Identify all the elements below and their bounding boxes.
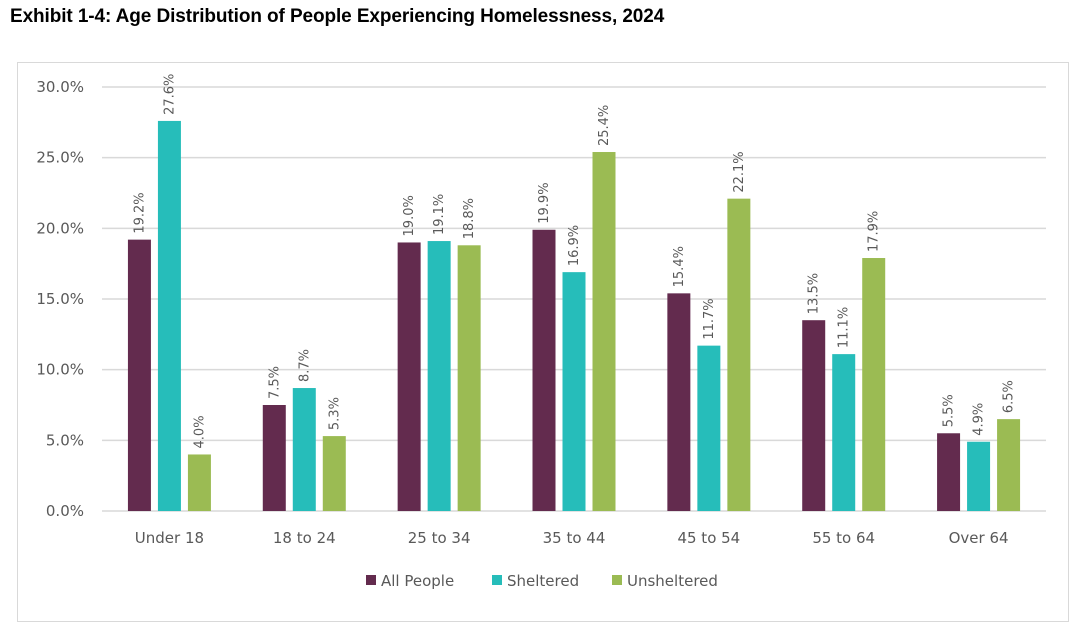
data-label: 18.8% — [462, 198, 477, 239]
data-label: 19.2% — [132, 192, 147, 233]
data-label: 22.1% — [732, 151, 747, 192]
bar — [427, 241, 451, 511]
y-tick-label: 20.0% — [36, 219, 84, 237]
data-labels: 19.2% 27.6% 4.0% 7.5% 8.7% 5.3% 19.0% 19.1% 18.8… — [132, 74, 1016, 449]
bar — [997, 419, 1021, 511]
x-tick-label: 18 to 24 — [273, 529, 336, 547]
legend-swatch — [366, 575, 376, 585]
bar — [727, 198, 751, 512]
y-tick-label: 15.0% — [36, 290, 84, 308]
legend-swatch — [492, 575, 502, 585]
data-label: 19.9% — [537, 182, 552, 223]
bar — [292, 388, 316, 511]
y-tick-label: 25.0% — [36, 149, 84, 167]
bar-chart: 0.0% 5.0% 10.0% 15.0% 20.0% 25.0% 30.0% 19.2% 2… — [36, 74, 1046, 590]
data-label: 13.5% — [807, 273, 822, 314]
x-tick-label: Under 18 — [135, 529, 204, 547]
x-tick-label: 45 to 54 — [677, 529, 740, 547]
bar — [562, 272, 586, 511]
y-tick-label: 5.0% — [46, 431, 84, 449]
data-label: 19.0% — [402, 195, 417, 236]
data-label: 25.4% — [597, 105, 612, 146]
data-label: 5.5% — [942, 394, 957, 427]
data-label: 19.1% — [432, 194, 447, 235]
bar — [862, 258, 886, 511]
y-tick-label: 10.0% — [36, 361, 84, 379]
data-label: 27.6% — [162, 74, 177, 115]
y-tick-label: 30.0% — [36, 78, 84, 96]
data-label: 11.7% — [702, 298, 717, 339]
bar — [532, 229, 556, 511]
legend-swatch — [612, 575, 622, 585]
legend: All People Sheltered Unsheltered — [366, 572, 718, 590]
bar — [127, 239, 151, 511]
bar — [397, 242, 421, 511]
bar — [667, 293, 691, 511]
bar — [157, 120, 181, 512]
y-tick-label: 0.0% — [46, 502, 84, 520]
legend-label: Unsheltered — [627, 572, 718, 590]
x-tick-label: Over 64 — [949, 529, 1009, 547]
bars — [127, 120, 1021, 512]
bar — [592, 152, 616, 511]
bar — [802, 320, 826, 511]
x-axis-categories: Under 18 18 to 24 25 to 34 35 to 44 45 to 54… — [135, 529, 1009, 547]
data-label: 17.9% — [867, 211, 882, 252]
legend-label: All People — [381, 572, 454, 590]
data-label: 4.9% — [972, 403, 987, 436]
data-label: 4.0% — [192, 415, 207, 448]
bar — [697, 345, 721, 511]
chart-title: Exhibit 1-4: Age Distribution of People … — [10, 6, 665, 27]
y-axis-ticks: 0.0% 5.0% 10.0% 15.0% 20.0% 25.0% 30.0% — [36, 78, 84, 520]
data-label: 5.3% — [327, 397, 342, 430]
data-label: 16.9% — [567, 225, 582, 266]
data-label: 8.7% — [297, 349, 312, 382]
data-label: 7.5% — [267, 366, 282, 399]
x-tick-label: 55 to 64 — [812, 529, 875, 547]
x-tick-label: 25 to 34 — [408, 529, 471, 547]
bar — [322, 436, 346, 511]
bar — [937, 433, 961, 511]
bar — [262, 405, 286, 511]
x-tick-label: 35 to 44 — [543, 529, 606, 547]
data-label: 15.4% — [672, 246, 687, 287]
bar — [457, 245, 481, 511]
bar — [832, 354, 856, 511]
data-label: 11.1% — [837, 307, 852, 348]
bar — [187, 454, 211, 511]
bar — [967, 441, 991, 511]
legend-label: Sheltered — [507, 572, 579, 590]
data-label: 6.5% — [1002, 380, 1017, 413]
